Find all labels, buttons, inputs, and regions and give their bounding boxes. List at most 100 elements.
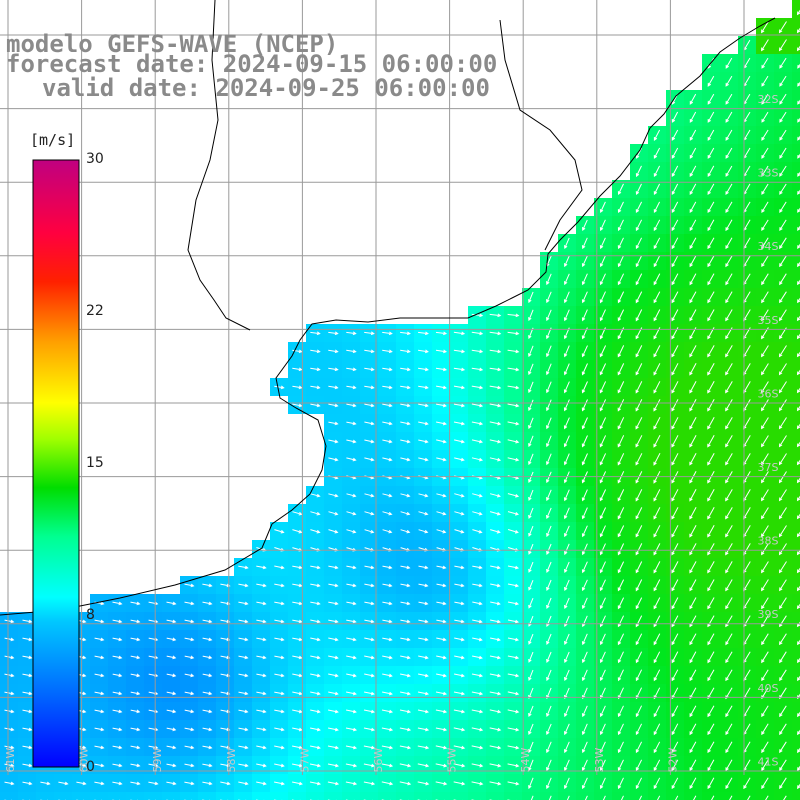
wind-arrow (130, 637, 141, 642)
wind-arrow (507, 331, 520, 336)
wind-cell (540, 792, 558, 800)
wind-arrow (528, 345, 534, 358)
wind-arrow (725, 93, 733, 105)
wind-arrow (310, 673, 321, 678)
lon-label: 53W (593, 747, 606, 772)
wind-cell (792, 648, 800, 666)
wind-arrow (309, 763, 322, 768)
wind-arrow (778, 39, 787, 52)
colorbar-tick-8: 8 (86, 607, 95, 623)
wind-arrow (653, 597, 661, 610)
wind-cell (792, 18, 800, 36)
wind-arrow (778, 453, 787, 466)
wind-arrow (364, 637, 375, 642)
wind-arrow (310, 349, 321, 354)
wind-cell (396, 792, 414, 800)
wind-arrow (94, 727, 105, 732)
wind-arrow (761, 741, 769, 754)
wind-arrow (707, 309, 715, 322)
wind-arrow (220, 601, 231, 606)
wind-arrow (671, 237, 679, 250)
wind-arrow (184, 637, 195, 642)
wind-arrow (707, 165, 715, 178)
wind-arrow (130, 763, 141, 768)
wind-arrow (238, 763, 249, 768)
wind-arrow (653, 165, 661, 178)
wind-arrow (563, 435, 570, 448)
valid-date: valid date: 2024-09-25 06:00:00 (42, 74, 490, 102)
wind-arrow (346, 493, 357, 498)
wind-arrow (725, 777, 733, 790)
wind-arrow (707, 435, 715, 448)
wind-arrow (761, 165, 769, 177)
wind-arrow (112, 655, 123, 660)
wind-arrow (184, 781, 195, 786)
wind-arrow (292, 565, 303, 570)
wind-arrow (471, 349, 484, 354)
wind-arrow (599, 219, 606, 232)
wind-arrow (671, 543, 679, 556)
wind-arrow (725, 651, 733, 664)
wind-arrow (94, 673, 105, 678)
wind-arrow (436, 565, 447, 570)
wind-arrow (653, 723, 661, 736)
wind-arrow (653, 291, 661, 304)
wind-arrow (797, 711, 800, 718)
wind-arrow (707, 741, 715, 754)
wind-arrow (653, 705, 661, 718)
wind-arrow (761, 309, 769, 322)
wind-arrow (346, 709, 357, 714)
wind-arrow (528, 435, 534, 448)
wind-arrow (472, 511, 483, 516)
wind-cell (792, 270, 800, 288)
wind-cell (792, 594, 800, 612)
wind-arrow (689, 777, 697, 790)
wind-arrow (453, 421, 466, 426)
wind-arrow (528, 598, 534, 609)
wind-arrow (653, 147, 661, 159)
wind-arrow (581, 507, 588, 520)
wind-arrow (635, 669, 643, 682)
wind-arrow (783, 795, 787, 800)
wind-arrow (453, 709, 466, 714)
wind-arrow (797, 261, 800, 268)
wind-arrow (761, 201, 769, 213)
lon-label: 59W (151, 747, 164, 772)
wind-arrow (507, 655, 520, 660)
wind-arrow (22, 673, 33, 678)
wind-arrow (581, 237, 588, 250)
wind-arrow (507, 745, 520, 750)
wind-arrow (653, 741, 661, 754)
wind-arrow (292, 619, 303, 624)
wind-arrow (400, 691, 411, 696)
wind-cell (792, 720, 800, 738)
wind-arrow (671, 453, 679, 466)
wind-arrow (796, 27, 800, 34)
wind-arrow (274, 691, 285, 696)
wind-arrow (797, 279, 800, 286)
wind-arrow (22, 763, 33, 768)
wind-arrow (364, 439, 375, 444)
wind-arrow (707, 75, 715, 87)
wind-arrow (617, 363, 625, 376)
lat-label: 41S (758, 755, 779, 768)
wind-arrow (274, 709, 285, 714)
wind-arrow (489, 655, 502, 660)
wind-cell (792, 144, 800, 162)
wind-arrow (707, 723, 715, 736)
wind-arrow (382, 583, 393, 588)
wind-arrow (653, 633, 661, 646)
wind-arrow (761, 759, 769, 772)
wind-arrow (274, 385, 285, 390)
wind-arrow (436, 511, 447, 516)
wind-arrow (364, 493, 375, 498)
wind-arrow (256, 709, 267, 714)
wind-arrow (472, 601, 483, 606)
wind-cell (792, 774, 800, 792)
wind-arrow (507, 637, 520, 642)
wind-arrow (761, 183, 769, 195)
wind-arrow (292, 781, 303, 786)
wind-arrow (364, 349, 375, 354)
wind-arrow (382, 511, 393, 516)
wind-arrow (761, 561, 769, 574)
